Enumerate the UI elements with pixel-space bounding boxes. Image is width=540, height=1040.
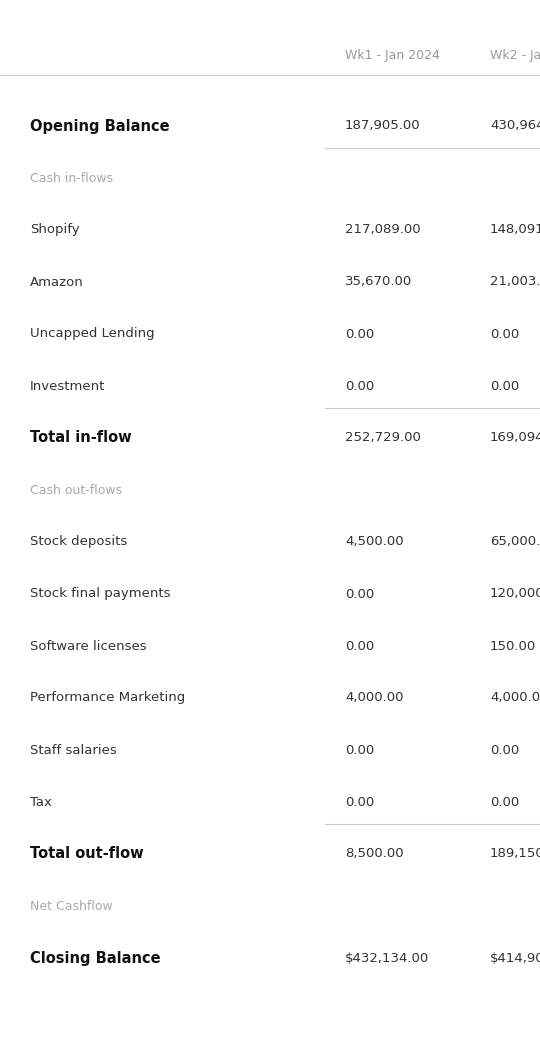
Text: 21,003.00: 21,003.00 (490, 276, 540, 288)
Text: 148,091.00: 148,091.00 (490, 224, 540, 236)
Text: 0.00: 0.00 (345, 640, 374, 652)
Text: Total out-flow: Total out-flow (30, 847, 144, 861)
Text: 0.00: 0.00 (490, 328, 519, 340)
Text: Tax: Tax (30, 796, 52, 808)
Text: Opening Balance: Opening Balance (30, 119, 170, 133)
Text: Net Cashflow: Net Cashflow (30, 900, 113, 912)
Text: Investment: Investment (30, 380, 105, 392)
Text: 120,000.00: 120,000.00 (490, 588, 540, 600)
Text: Software licenses: Software licenses (30, 640, 147, 652)
Text: 0.00: 0.00 (490, 380, 519, 392)
Text: Staff salaries: Staff salaries (30, 744, 117, 756)
Text: 0.00: 0.00 (345, 744, 374, 756)
Text: 4,000.00: 4,000.00 (490, 692, 540, 704)
Text: Stock deposits: Stock deposits (30, 536, 127, 548)
Text: Amazon: Amazon (30, 276, 84, 288)
Text: 35,670.00: 35,670.00 (345, 276, 412, 288)
Text: 189,150.00: 189,150.00 (490, 848, 540, 860)
Text: 150.00: 150.00 (490, 640, 536, 652)
Text: 187,905.00: 187,905.00 (345, 120, 421, 132)
Text: 4,000.00: 4,000.00 (345, 692, 403, 704)
Text: Performance Marketing: Performance Marketing (30, 692, 185, 704)
Text: 0.00: 0.00 (490, 796, 519, 808)
Text: Uncapped Lending: Uncapped Lending (30, 328, 154, 340)
Text: $414,908.00: $414,908.00 (490, 952, 540, 964)
Text: Cash in-flows: Cash in-flows (30, 172, 113, 184)
Text: Closing Balance: Closing Balance (30, 951, 160, 965)
Text: Total in-flow: Total in-flow (30, 431, 132, 445)
Text: Wk2 - Jan 2: Wk2 - Jan 2 (490, 49, 540, 61)
Text: Wk1 - Jan 2024: Wk1 - Jan 2024 (345, 49, 440, 61)
Text: 252,729.00: 252,729.00 (345, 432, 421, 444)
Text: 0.00: 0.00 (345, 328, 374, 340)
Text: 0.00: 0.00 (345, 380, 374, 392)
Text: Shopify: Shopify (30, 224, 79, 236)
Text: Stock final payments: Stock final payments (30, 588, 171, 600)
Text: 8,500.00: 8,500.00 (345, 848, 403, 860)
Text: 430,964.00: 430,964.00 (490, 120, 540, 132)
Text: 217,089.00: 217,089.00 (345, 224, 421, 236)
Text: 0.00: 0.00 (345, 796, 374, 808)
Text: 4,500.00: 4,500.00 (345, 536, 403, 548)
Text: Cash out-flows: Cash out-flows (30, 484, 122, 496)
Text: $432,134.00: $432,134.00 (345, 952, 429, 964)
Text: 0.00: 0.00 (490, 744, 519, 756)
Text: 169,094.00: 169,094.00 (490, 432, 540, 444)
Text: 65,000.00: 65,000.00 (490, 536, 540, 548)
Text: 0.00: 0.00 (345, 588, 374, 600)
